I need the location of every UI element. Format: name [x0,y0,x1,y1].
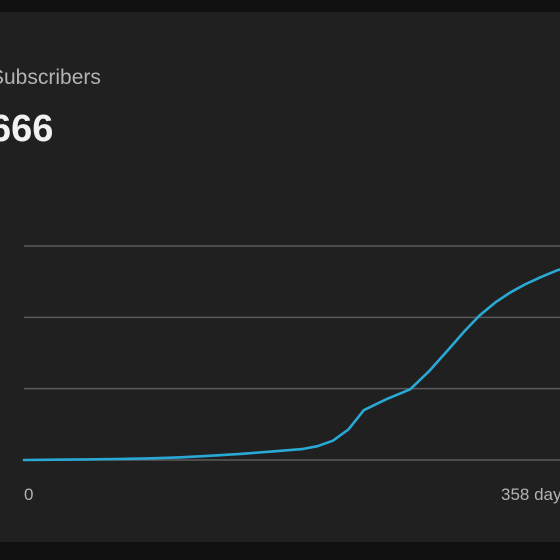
metric-value: 666 [0,108,54,150]
gridlines [24,245,560,461]
subscribers-card: Subscribers 666 0 358 days [0,12,560,542]
metric-label: Subscribers [0,66,101,89]
subscribers-series-line [22,268,560,462]
x-tick-label-end: 358 days [501,485,560,504]
x-tick-label-start: 0 [24,485,33,504]
subscribers-line-chart: 0 358 days [22,245,560,504]
